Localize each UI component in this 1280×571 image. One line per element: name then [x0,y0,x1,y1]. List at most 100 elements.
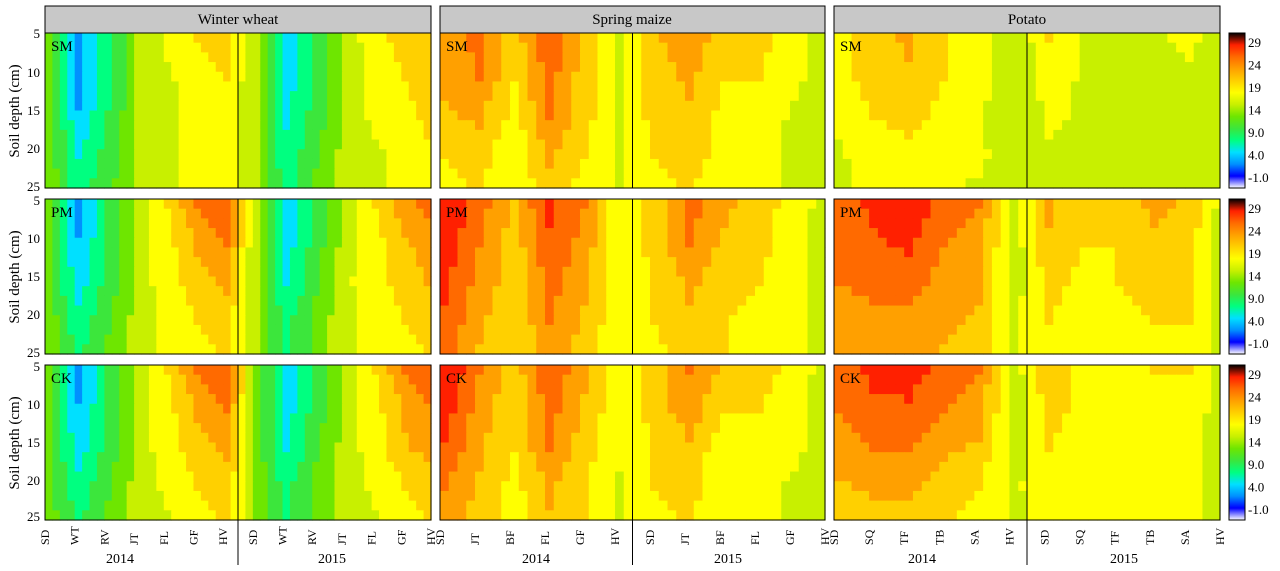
contour-cell [111,403,120,415]
contour-cell [667,91,677,102]
contour-cell [650,315,660,326]
contour-cell [510,276,520,287]
contour-cell [327,208,336,219]
contour-cell [816,423,826,434]
contour-cell [178,305,187,316]
contour-cell [312,461,321,473]
contour-cell [141,158,150,170]
contour-cell [641,442,651,453]
contour-cell [156,257,165,268]
contour-cell [711,394,721,405]
contour-cell [223,52,232,63]
contour-cell [588,423,599,434]
contour-cell [223,208,232,219]
contour-cell [632,384,642,395]
contour-cell [104,461,113,473]
contour-cell [1167,42,1177,53]
contour-cell [702,120,712,131]
contour-cell [1105,62,1116,73]
contour-cell [781,374,791,385]
contour-cell [492,324,502,336]
contour-cell [737,110,747,121]
contour-cell [45,394,54,405]
contour-cell [1027,33,1037,44]
contour-cell [816,461,826,473]
contour-cell [685,461,695,473]
contour-cell [386,384,395,395]
contour-cell [52,324,61,336]
contour-cell [737,62,747,73]
contour-cell [341,403,350,415]
contour-cell [475,490,485,502]
contour-cell [1193,71,1204,83]
contour-cell [282,81,291,92]
contour-cell [615,510,625,521]
contour-cell [334,490,343,502]
contour-cell [119,334,128,345]
contour-cell [711,403,721,415]
contour-cell [178,423,187,434]
contour-cell [510,149,520,160]
contour-cell [501,81,511,92]
contour-cell [746,481,756,492]
contour-cell [297,295,306,307]
contour-cell [341,344,350,355]
contour-cell [807,510,817,521]
contour-cell [798,247,809,258]
contour-cell [597,442,607,453]
contour-cell [82,266,91,278]
contour-cell [260,315,269,326]
contour-cell [371,178,380,189]
contour-cell [553,500,564,511]
contour-cell [492,178,502,189]
contour-cell [89,500,98,511]
contour-cell [886,42,897,53]
contour-cell [597,42,607,53]
contour-cell [956,91,967,102]
contour-cell [965,91,975,102]
contour-cell [393,149,402,160]
contour-cell [1132,71,1142,83]
contour-cell [807,257,817,268]
contour-cell [126,295,135,307]
contour-cell [223,490,232,502]
contour-cell [141,452,150,463]
contour-cell [772,168,782,179]
contour-cell [553,33,564,44]
contour-cell [371,510,380,521]
contour-cell [393,413,402,424]
contour-cell [178,52,187,63]
contour-cell [790,100,800,112]
contour-cell [289,276,298,287]
contour-cell [728,247,739,258]
contour-cell [141,247,150,258]
contour-cell [134,510,143,521]
contour-cell [200,120,209,131]
contour-cell [163,199,172,210]
contour-cell [1097,62,1107,73]
contour-cell [393,403,402,415]
contour-cell [304,62,313,73]
contour-cell [282,286,291,297]
contour-cell [178,139,187,150]
contour-cell [772,178,782,189]
contour-cell [126,461,135,473]
contour-cell [536,276,546,287]
contour-cell [408,442,417,453]
contour-cell [632,91,642,102]
contour-cell [408,199,417,210]
contour-cell [163,384,172,395]
contour-cell [393,228,402,239]
contour-cell [676,237,686,249]
contour-cell [238,218,247,229]
contour-cell [545,218,555,229]
contour-cell [667,423,677,434]
contour-cell [386,208,395,219]
contour-cell [252,168,261,179]
contour-cell [245,247,254,258]
contour-cell [186,110,195,121]
contour-cell [720,71,730,83]
contour-cell [816,110,826,121]
contour-cell [245,500,254,511]
